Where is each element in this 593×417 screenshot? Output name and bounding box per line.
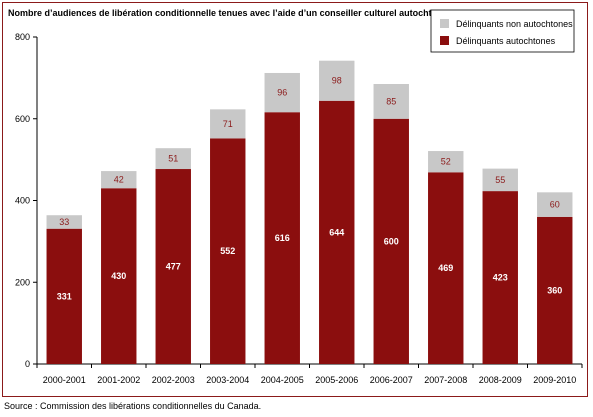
x-tick-label: 2008-2009 [479,375,522,385]
bar-non-autochtones [46,215,82,229]
data-label-autochtones: 644 [329,227,344,237]
y-tick-label: 600 [15,114,30,124]
data-label-non-autochtones: 33 [59,217,69,227]
legend-swatch [440,36,449,45]
bar-non-autochtones [373,84,409,119]
data-label-non-autochtones: 85 [386,96,396,106]
data-label-non-autochtones: 55 [495,175,505,185]
y-tick-label: 400 [15,196,30,206]
bar-non-autochtones [428,151,464,173]
data-label-autochtones: 423 [493,273,508,283]
x-tick-label: 2001-2002 [97,375,140,385]
bar-autochtones [319,100,355,364]
x-tick-label: 2005-2006 [315,375,358,385]
y-tick-label: 800 [15,32,30,42]
data-label-autochtones: 469 [438,263,453,273]
source-note: Source : Commission des libérations cond… [4,401,262,411]
x-tick-label: 2007-2008 [424,375,467,385]
data-label-autochtones: 616 [275,233,290,243]
bar-autochtones [482,191,518,364]
legend-swatch [440,19,449,28]
data-label-autochtones: 477 [166,262,181,272]
bar-non-autochtones [319,60,355,101]
y-tick-label: 200 [15,277,30,287]
chart-title: Nombre d’audiences de libération conditi… [8,8,448,18]
x-tick-label: 2002-2003 [152,375,195,385]
data-label-autochtones: 430 [111,271,126,281]
data-label-autochtones: 360 [547,285,562,295]
data-label-non-autochtones: 42 [114,175,124,185]
data-label-autochtones: 600 [384,236,399,246]
data-label-non-autochtones: 51 [168,154,178,164]
data-label-non-autochtones: 96 [277,88,287,98]
y-tick-label: 0 [25,359,30,369]
bar-autochtones [264,112,300,365]
bar-non-autochtones [264,72,300,113]
x-tick-label: 2009-2010 [533,375,576,385]
bar-autochtones [537,216,573,364]
legend-label: Délinquants autochtones [456,36,556,46]
bar-autochtones [46,228,82,364]
x-tick-label: 2003-2004 [206,375,249,385]
legend-label: Délinquants non autochtones [456,19,573,29]
bar-non-autochtones [155,148,191,170]
data-label-non-autochtones: 60 [550,200,560,210]
bar-non-autochtones [537,192,573,217]
bar-autochtones [373,118,409,364]
data-label-non-autochtones: 71 [223,119,233,129]
bar-autochtones [210,138,246,364]
x-tick-label: 2004-2005 [261,375,304,385]
bar-non-autochtones [210,109,246,139]
data-label-autochtones: 552 [220,246,235,256]
x-tick-label: 2000-2001 [43,375,86,385]
stacked-bar-chart: Nombre d’audiences de libération conditi… [8,8,583,385]
bars: 331 33 430 42 477 51 552 71 616 96 644 98 600 85 469 52… [46,60,573,365]
bar-non-autochtones [101,171,137,189]
data-label-non-autochtones: 98 [332,76,342,86]
bar-autochtones [101,188,137,364]
legend-box [430,9,575,53]
bar-autochtones [428,172,464,364]
bar-non-autochtones [482,168,518,192]
bar-autochtones [155,169,191,364]
data-label-non-autochtones: 52 [441,157,451,167]
data-label-autochtones: 331 [57,291,72,301]
x-tick-label: 2006-2007 [370,375,413,385]
legend: Délinquants non autochtones Délinquants a… [430,9,575,53]
